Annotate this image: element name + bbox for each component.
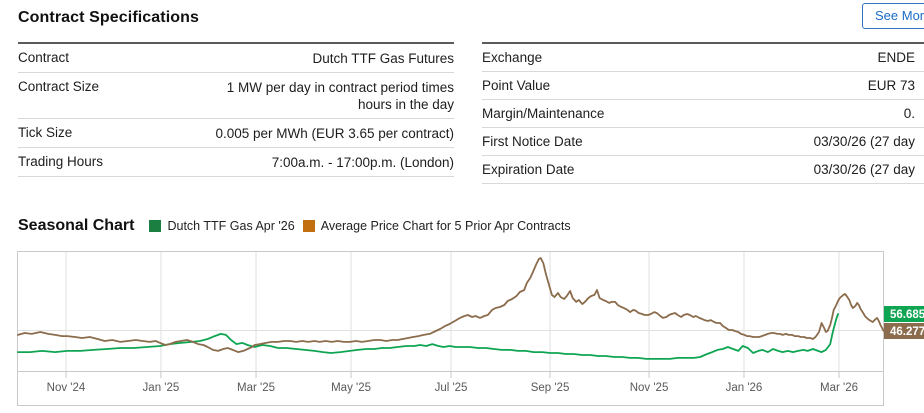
spec-label: Point Value [482,78,551,93]
spec-value: 03/30/26 (27 day [813,162,915,177]
spec-label: Tick Size [18,125,73,140]
page-title: Contract Specifications [18,9,200,26]
last-price-label: 46.277 [890,326,924,338]
spec-label: Margin/Maintenance [482,106,605,121]
seasonal-chart: Nov '24 Jan '25 Mar '25 May '25 Jul '25 Sep '… [0,251,924,413]
spec-label: Trading Hours [18,154,104,169]
x-tick-label: May '25 [331,382,371,394]
spec-row: Trading Hours 7:00a.m. - 17:00p.m. (Londo… [18,148,455,177]
legend-item: Dutch TTF Gas Apr '26 [149,219,295,233]
x-tick-label: Nov '25 [630,382,669,394]
last-price-label: 56.685 [890,309,924,321]
spec-table-left: Contract Dutch TTF Gas Futures Contract Si… [18,42,455,177]
x-tick-label: Jul '25 [435,382,468,394]
spec-table-right: Exchange ENDE Point Value EUR 73 Margin/Main… [482,42,924,184]
spec-value: 7:00a.m. - 17:00p.m. (London) [271,155,455,170]
chart-legend: Dutch TTF Gas Apr '26 Average Price Chart… [149,219,578,233]
seasonal-chart-title: Seasonal Chart [18,217,135,234]
spec-label: Expiration Date [482,162,575,177]
spec-row: Margin/Maintenance 0. [482,100,924,128]
legend-swatch-icon [302,220,315,232]
spec-value: Dutch TTF Gas Futures [312,51,455,66]
section-header: Contract Specifications See More [0,0,924,42]
spec-value: EUR 73 [867,78,915,93]
see-more-button[interactable]: See More [862,3,924,29]
x-tick-label: Mar '25 [237,382,275,394]
contract-specs-tables: Contract Dutch TTF Gas Futures Contract Si… [0,42,924,184]
spec-value: 0.005 per MWh (EUR 3.65 per contract) [215,126,455,141]
spec-row: Tick Size 0.005 per MWh (EUR 3.65 per con… [18,119,455,148]
spec-label: Contract [18,50,70,65]
spec-row: First Notice Date 03/30/26 (27 day [482,128,924,156]
spec-value: 1 MW per day in contract period times ho… [226,80,455,112]
spec-row: Expiration Date 03/30/26 (27 day [482,156,924,184]
legend-swatch-icon [149,220,162,232]
legend-label: Dutch TTF Gas Apr '26 [167,219,295,233]
x-tick-label: Mar '26 [820,382,858,394]
spec-value: 03/30/26 (27 day [813,134,915,149]
series-line-average [16,257,885,353]
spec-row: Contract Dutch TTF Gas Futures [18,44,455,73]
series-line-current-contract [16,313,839,360]
legend-label: Average Price Chart for 5 Prior Apr Cont… [320,219,571,233]
seasonal-chart-header: Seasonal Chart Dutch TTF Gas Apr '26 Aver… [0,215,924,237]
last-price-tag-average [884,323,924,339]
spec-label: First Notice Date [482,134,583,149]
spec-label: Exchange [482,50,543,65]
spec-value: 0. [903,106,915,121]
last-price-tag-current [884,306,924,322]
spec-row: Exchange ENDE [482,44,924,72]
x-tick-label: Jan '25 [143,382,180,394]
spec-value: ENDE [877,50,915,65]
legend-item: Average Price Chart for 5 Prior Apr Cont… [302,219,571,233]
x-tick-label: Jan '26 [726,382,763,394]
seasonal-chart-canvas[interactable]: Nov '24 Jan '25 Mar '25 May '25 Jul '25 Sep '… [0,251,924,408]
spec-row: Contract Size 1 MW per day in contract pe… [18,73,455,119]
x-tick-label: Nov '24 [47,382,86,394]
spec-row: Point Value EUR 73 [482,72,924,100]
spec-label: Contract Size [18,79,100,94]
x-tick-label: Sep '25 [531,382,570,394]
